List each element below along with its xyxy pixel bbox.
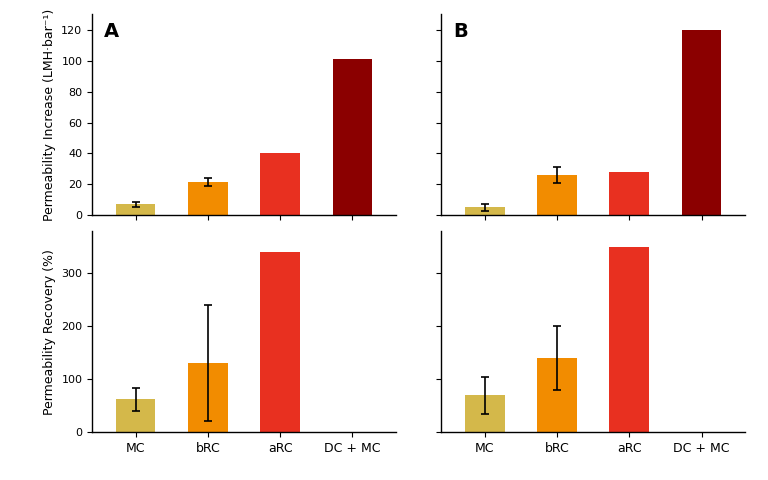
Bar: [188, 182, 227, 215]
Bar: [465, 207, 505, 215]
Y-axis label: Permeability Increase (LMH·bar⁻¹): Permeability Increase (LMH·bar⁻¹): [43, 9, 56, 221]
Bar: [116, 204, 155, 215]
Bar: [260, 252, 300, 432]
Y-axis label: Permeability Recovery (%): Permeability Recovery (%): [43, 249, 56, 415]
Bar: [610, 247, 649, 432]
Bar: [610, 172, 649, 215]
Text: A: A: [104, 23, 120, 41]
Bar: [682, 30, 721, 215]
Bar: [537, 175, 577, 215]
Bar: [188, 363, 227, 432]
Bar: [116, 399, 155, 432]
Bar: [260, 153, 300, 215]
Bar: [465, 395, 505, 432]
Bar: [537, 358, 577, 432]
Bar: [333, 59, 372, 215]
Text: B: B: [453, 23, 468, 41]
